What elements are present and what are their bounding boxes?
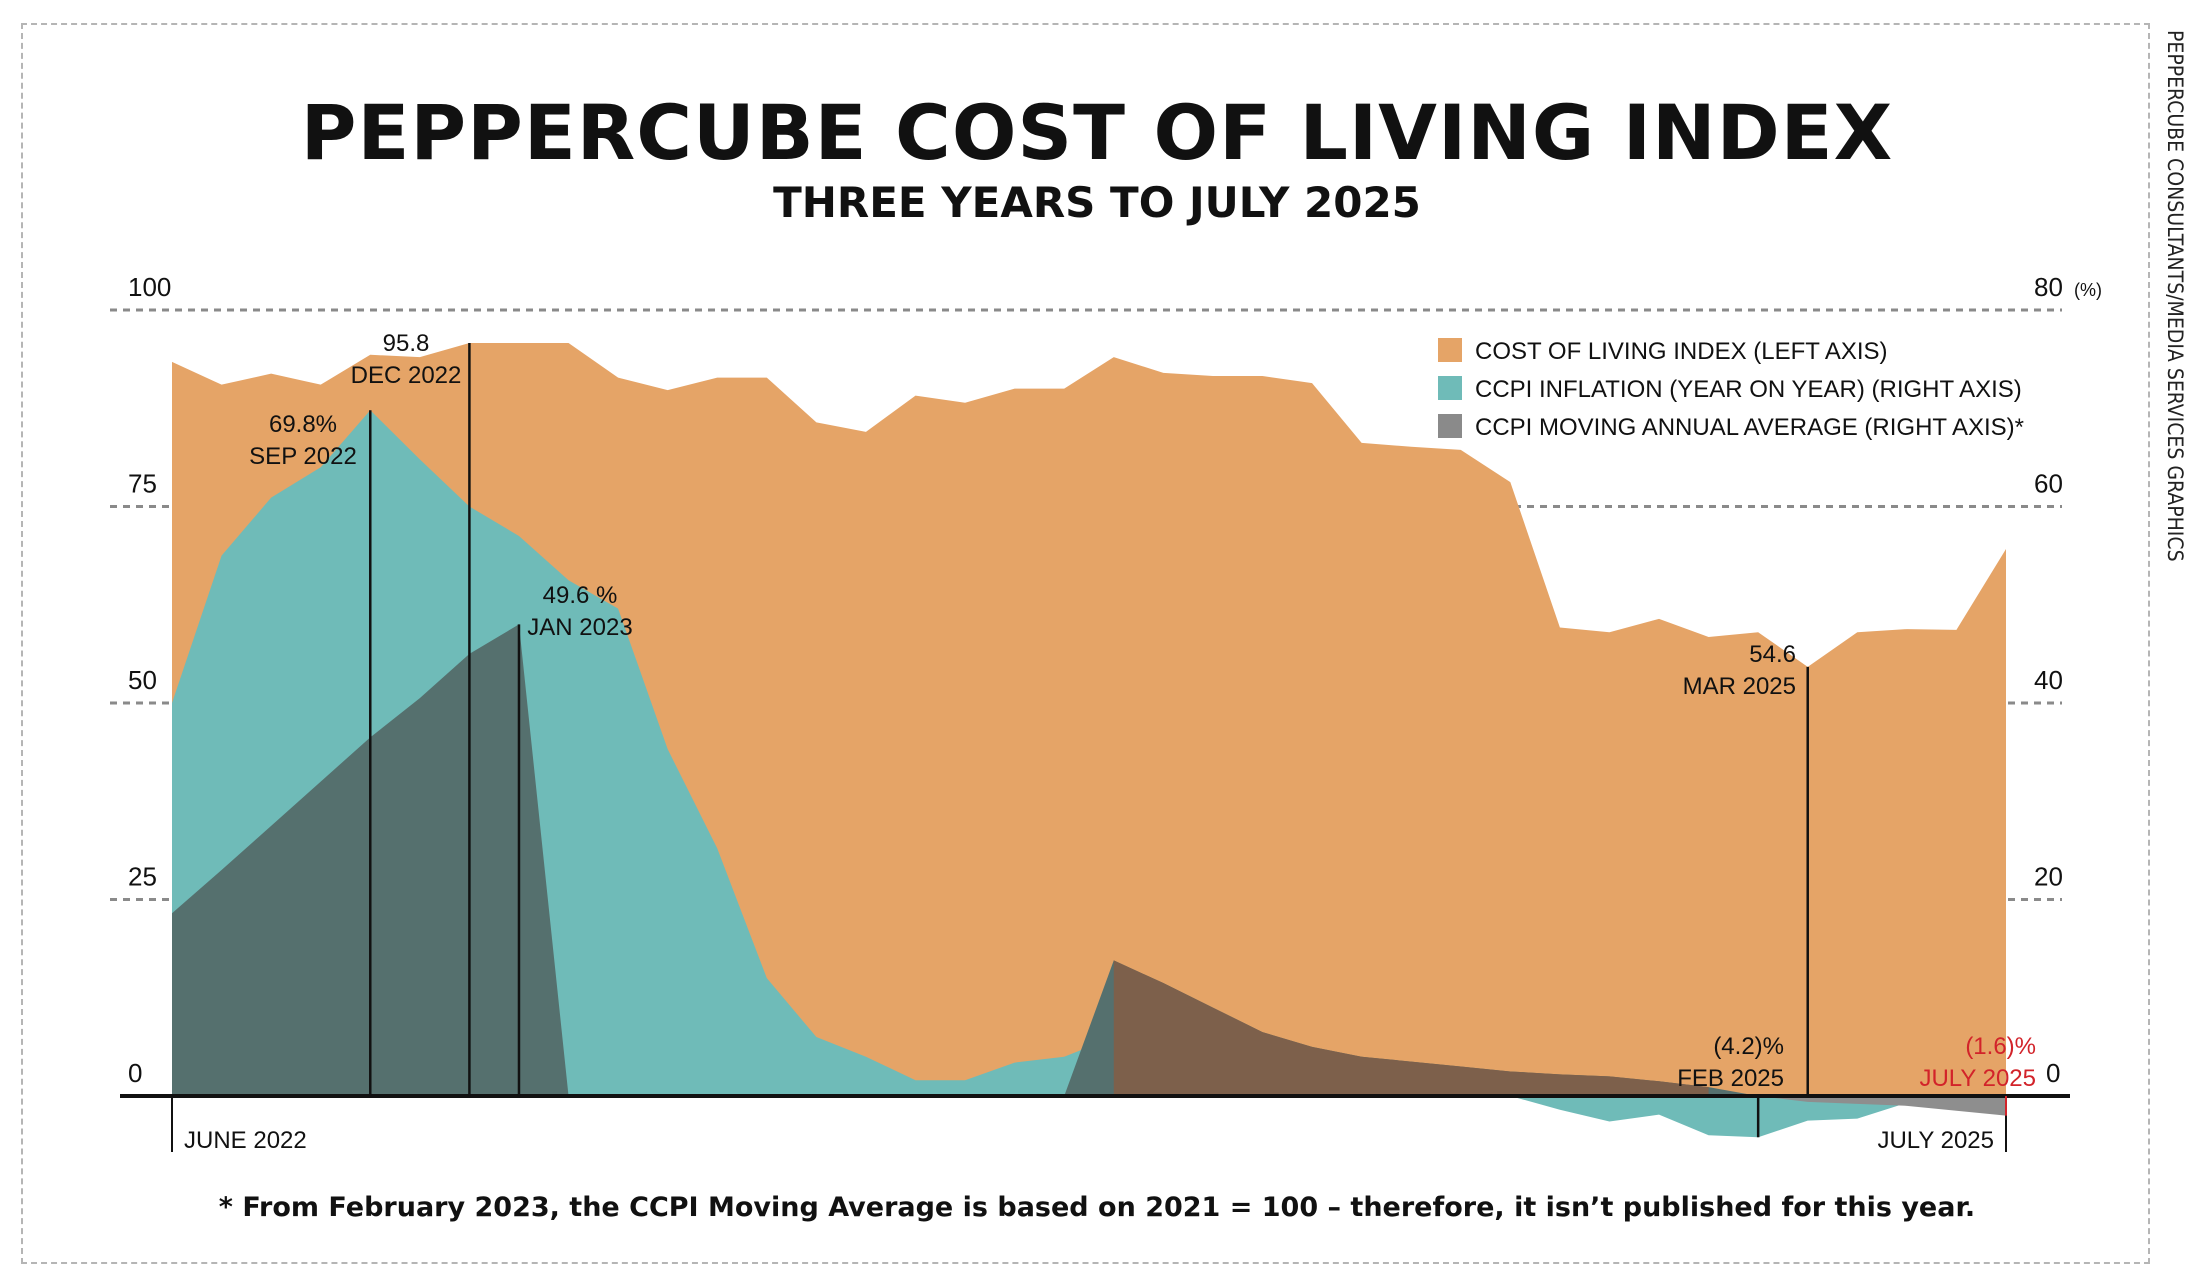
right-tick-label-60: 60 (2034, 469, 2063, 499)
footnote: * From February 2023, the CCPI Moving Av… (218, 1192, 1976, 1223)
right-tick-label-40: 40 (2034, 665, 2063, 695)
legend-label-2: CCPI MOVING ANNUAL AVERAGE (RIGHT AXIS)* (1475, 414, 2024, 441)
x-tick-label-first: JUNE 2022 (184, 1127, 307, 1154)
annotation-dec-2022-value: 95.8 (383, 330, 430, 357)
annotation-mar-2025-value: 54.6 (1749, 641, 1796, 668)
annotation-mar-2025-date: MAR 2025 (1683, 673, 1796, 700)
annotation-sep-2022-value: 69.8% (269, 411, 337, 438)
annotation-dec-2022-date: DEC 2022 (351, 362, 462, 389)
annotation-sep-2022-date: SEP 2022 (249, 443, 357, 470)
area-layer (172, 343, 2006, 1138)
left-tick-label-25: 25 (128, 862, 157, 892)
area-ccpi-inflation-yoy (172, 410, 2006, 1138)
annotation-jan-2023-value: 49.6 % (543, 582, 618, 609)
left-tick-label-100: 100 (128, 272, 171, 302)
overlap-group (1113, 960, 1709, 1096)
x-tick-label-last: JULY 2025 (1877, 1127, 1994, 1154)
legend-swatch-0 (1438, 338, 1462, 362)
annotation-feb-2025-date: FEB 2025 (1677, 1065, 1784, 1092)
annotation-july-2025-value: (1.6)% (1965, 1033, 2036, 1060)
area-overlap-average-vs-index (1113, 960, 1709, 1096)
right-tick-label-80: 80 (2034, 272, 2063, 302)
left-tick-label-50: 50 (128, 665, 157, 695)
right-axis-unit: (%) (2074, 280, 2102, 300)
chart-frame (21, 23, 2150, 1264)
legend: COST OF LIVING INDEX (LEFT AXIS) CCPI INF… (1438, 338, 2024, 441)
legend-swatch-1 (1438, 376, 1462, 400)
legend-label-1: CCPI INFLATION (YEAR ON YEAR) (RIGHT AXI… (1475, 376, 2022, 403)
right-tick-label-0: 0 (2046, 1058, 2060, 1088)
legend-label-0: COST OF LIVING INDEX (LEFT AXIS) (1475, 338, 1888, 365)
left-tick-label-75: 75 (128, 469, 157, 499)
area-ccpi-moving-average (172, 624, 2006, 1096)
annotation-jan-2023-date: JAN 2023 (527, 614, 632, 641)
axis-layer: 0 25 50 75 100 0 20 40 60 80 (%) JUNE 2022 JULY 2025 (120, 272, 2102, 1154)
annotation-layer: 95.8 DEC 2022 69.8% SEP 2022 49.6 % JAN 2023 5… (249, 330, 2036, 1138)
chart-title: PEPPERCUBE COST OF LIVING INDEX (300, 88, 1894, 177)
right-tick-label-20: 20 (2034, 862, 2063, 892)
legend-swatch-2 (1438, 414, 1462, 438)
annotation-feb-2025-value: (4.2)% (1713, 1033, 1784, 1060)
left-tick-label-0: 0 (128, 1058, 142, 1088)
chart-subtitle: THREE YEARS TO JULY 2025 (773, 178, 1421, 227)
annotation-july-2025-date: JULY 2025 (1919, 1065, 2036, 1092)
